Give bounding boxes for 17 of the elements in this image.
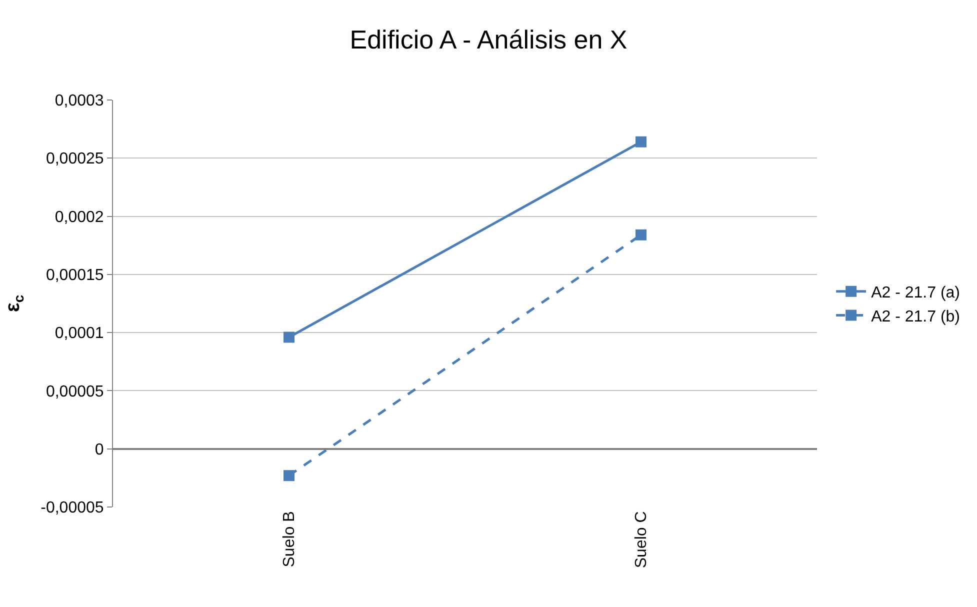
y-tick-label: 0,0001 [54,325,104,342]
point [636,136,646,148]
y-tick-label: -0,00005 [40,500,104,517]
point [284,470,294,482]
point [636,229,646,240]
y-tick-label: 0,00005 [46,383,104,400]
y-tick-label: 0 [94,441,104,458]
y-tick-label: 0,0003 [54,92,104,110]
legend-label: A2 - 21.7 (b) [871,308,960,326]
x-tick-label: Suelo B [281,511,298,568]
y-tick-label: 0,00025 [46,150,104,168]
point [284,332,294,343]
x-tick-label: Suelo C [633,511,650,568]
legend-label: A2 - 21.7 (a) [871,284,960,302]
y-tick-label: 0,00015 [46,267,104,284]
y-tick-label: 0,0002 [54,208,104,226]
chart-title: Edificio A - Análisis en X [350,24,628,55]
